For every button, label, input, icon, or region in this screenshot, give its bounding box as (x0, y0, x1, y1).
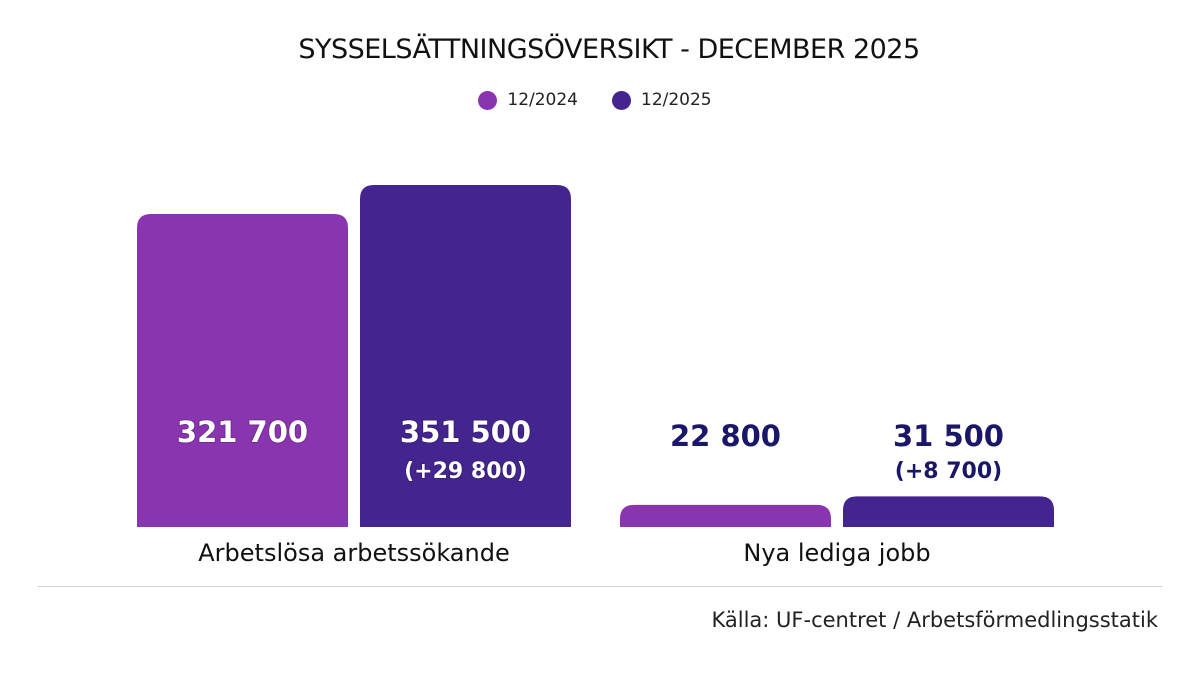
data-label-2025-lediga-jobb: 31 500 (893, 419, 1004, 453)
bar-2024-lediga-jobb (620, 504, 831, 527)
legend-item-2025: 12/2025 (612, 90, 712, 110)
data-label-2024-arbetslosa: 321 700 (177, 415, 308, 449)
category-label-lediga-jobb: Nya lediga jobb (743, 539, 930, 567)
data-label-2025-arbetslosa: 351 500 (400, 415, 531, 449)
legend-label-2025: 12/2025 (641, 90, 712, 110)
change-label-lediga-jobb: (+8 700) (895, 459, 1002, 484)
legend-swatch-2025 (612, 90, 631, 110)
change-label-arbetslosa: (+29 800) (404, 459, 527, 484)
bar-2025-lediga-jobb (843, 496, 1054, 527)
chart-title: SYSSELSÄTTNINGSÖVERSIKT - DECEMBER 2025 (298, 34, 920, 65)
legend-swatch-2024 (478, 90, 498, 110)
legend-item-2024: 12/2024 (478, 90, 578, 110)
bar-2024-arbetslosa (137, 213, 348, 527)
bar-2025-arbetslosa (360, 185, 571, 527)
footer-divider (38, 586, 1162, 587)
category-label-arbetslosa: Arbetslösa arbetssökande (198, 539, 509, 567)
chart-legend: 12/2024 12/2025 (0, 90, 1190, 110)
legend-label-2024: 12/2024 (507, 90, 578, 110)
data-label-2024-lediga-jobb: 22 800 (670, 419, 781, 453)
source-note: Källa: UF-centret / Arbetsförmedlingssta… (711, 608, 1158, 632)
